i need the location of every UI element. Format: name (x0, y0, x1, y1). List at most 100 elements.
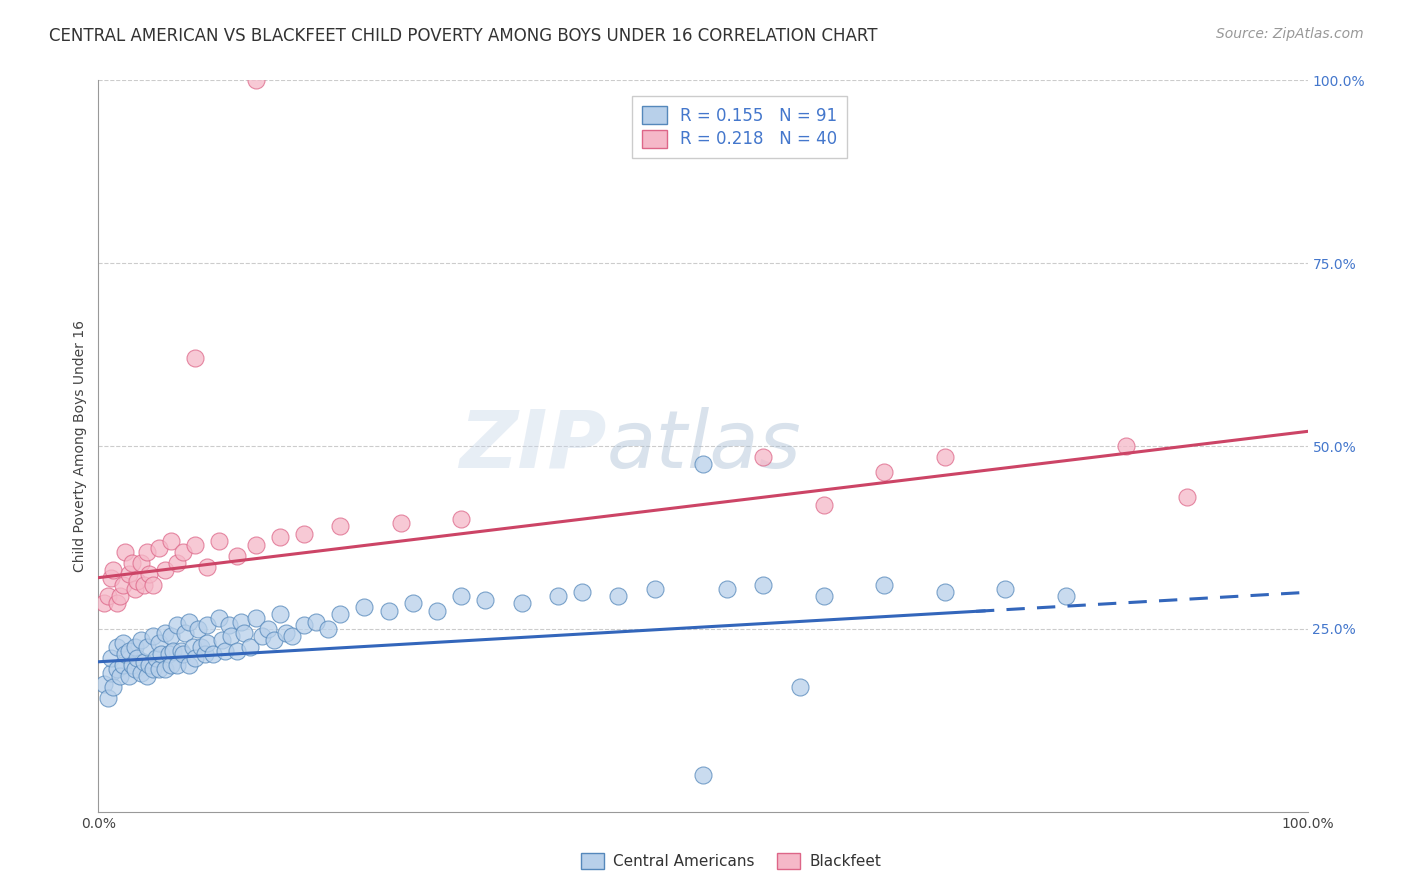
Point (256, 622, 278, 636)
Point (134, 578, 156, 592)
Point (221, 629, 243, 643)
Point (934, 585, 956, 599)
Point (329, 607, 352, 622)
Point (292, 618, 315, 632)
Point (510, 596, 533, 610)
Point (148, 662, 170, 676)
Point (450, 589, 472, 603)
Point (211, 632, 233, 647)
Point (153, 662, 176, 676)
Point (108, 669, 131, 683)
Point (353, 599, 375, 614)
Point (124, 662, 146, 676)
Point (105, 662, 128, 676)
Point (93, 676, 115, 690)
Point (134, 655, 156, 669)
Point (316, 622, 339, 636)
Point (121, 658, 143, 673)
Point (571, 585, 593, 599)
Point (226, 644, 249, 658)
Point (202, 648, 225, 662)
Point (813, 589, 835, 603)
Text: CENTRAL AMERICAN VS BLACKFEET CHILD POVERTY AMONG BOYS UNDER 16 CORRELATION CHAR: CENTRAL AMERICAN VS BLACKFEET CHILD POVE… (49, 27, 877, 45)
Point (269, 607, 291, 622)
Point (129, 632, 152, 647)
Point (118, 644, 141, 658)
Point (172, 545, 194, 559)
Point (194, 648, 217, 662)
Point (124, 640, 146, 655)
Text: Source: ZipAtlas.com: Source: ZipAtlas.com (1216, 27, 1364, 41)
Point (263, 632, 285, 647)
Point (329, 519, 352, 533)
Point (97, 691, 120, 706)
Point (208, 534, 231, 549)
Point (100, 571, 122, 585)
Point (124, 582, 146, 596)
Point (752, 578, 775, 592)
Point (195, 636, 218, 650)
Point (426, 603, 449, 617)
Point (138, 567, 160, 582)
Point (232, 625, 254, 640)
Point (135, 545, 157, 559)
Legend: R = 0.155   N = 91, R = 0.218   N = 40: R = 0.155 N = 91, R = 0.218 N = 40 (631, 96, 846, 158)
Point (172, 648, 194, 662)
Point (114, 545, 136, 559)
Text: ZIP: ZIP (458, 407, 606, 485)
Point (239, 640, 262, 655)
Point (153, 625, 176, 640)
Point (97, 589, 120, 603)
Point (142, 578, 165, 592)
Point (138, 658, 160, 673)
Point (93, 596, 115, 610)
Point (111, 636, 134, 650)
Point (389, 516, 412, 530)
Point (1175, 490, 1198, 504)
Point (292, 526, 315, 541)
Point (250, 629, 273, 643)
Point (160, 658, 183, 673)
Point (1054, 589, 1077, 603)
Point (245, 73, 267, 87)
Point (157, 648, 180, 662)
Point (111, 578, 134, 592)
Point (281, 629, 304, 643)
Legend: Central Americans, Blackfeet: Central Americans, Blackfeet (575, 847, 887, 875)
Point (145, 651, 167, 665)
Point (100, 651, 122, 665)
Point (101, 681, 124, 695)
Point (142, 662, 165, 676)
Point (245, 538, 267, 552)
Point (214, 644, 236, 658)
Point (873, 578, 896, 592)
Point (789, 681, 811, 695)
Point (179, 658, 201, 673)
Point (377, 603, 399, 617)
Point (1115, 439, 1137, 453)
Point (121, 556, 143, 570)
Point (118, 669, 141, 683)
Y-axis label: Child Poverty Among Boys Under 16: Child Poverty Among Boys Under 16 (73, 320, 87, 572)
Point (644, 582, 666, 596)
Point (692, 768, 714, 782)
Point (169, 644, 191, 658)
Point (127, 574, 149, 589)
Point (934, 450, 956, 464)
Point (166, 618, 188, 632)
Point (184, 651, 207, 665)
Point (162, 644, 184, 658)
Point (195, 618, 218, 632)
Point (474, 592, 496, 607)
Point (184, 351, 207, 366)
Point (148, 636, 170, 650)
Point (108, 589, 131, 603)
Point (218, 618, 240, 632)
Point (166, 658, 188, 673)
Point (101, 563, 124, 577)
Point (716, 582, 738, 596)
Point (245, 611, 267, 625)
Point (994, 582, 1017, 596)
Point (105, 596, 128, 610)
Point (547, 589, 569, 603)
